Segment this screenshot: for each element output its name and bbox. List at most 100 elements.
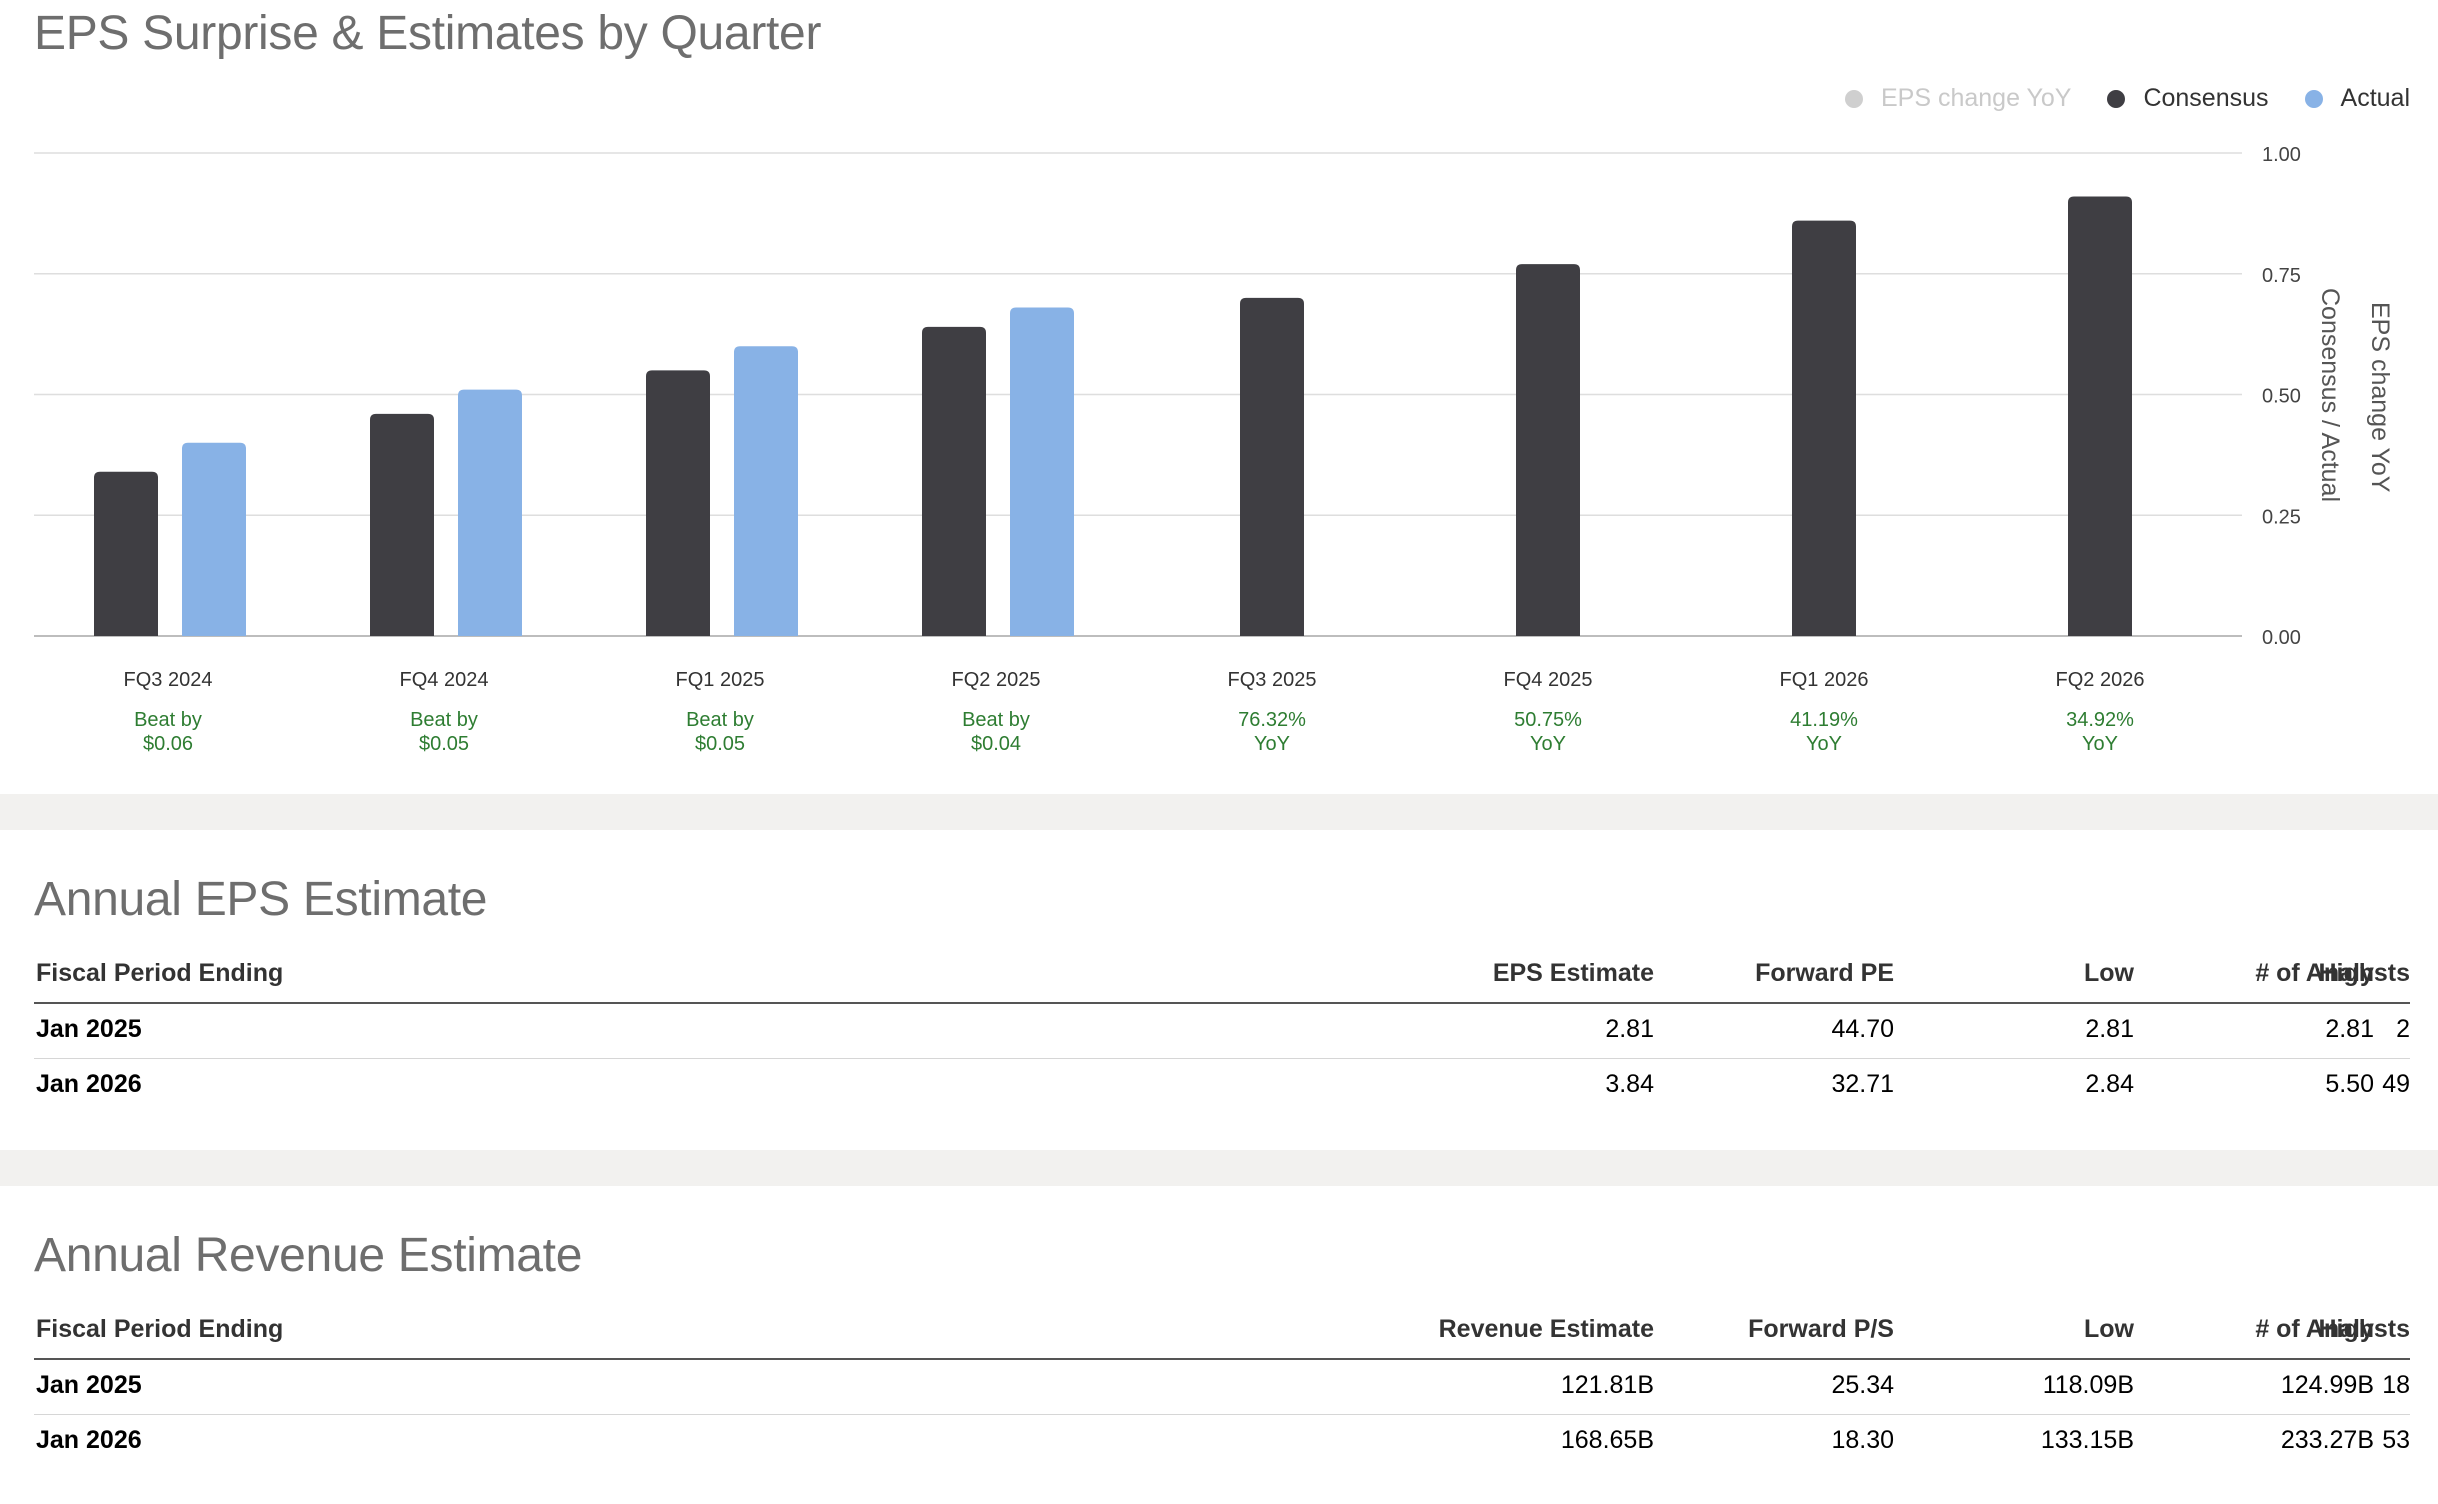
x-tick-label: FQ2 2025 xyxy=(952,669,1041,691)
header-low[interactable]: Low xyxy=(2084,1315,2134,1343)
header-high[interactable]: High xyxy=(2318,1315,2374,1343)
table-row: Jan 2026 3.84 32.71 2.84 5.50 49 xyxy=(34,1059,2410,1113)
x-tick-label: FQ1 2025 xyxy=(676,669,765,691)
header-revenue-estimate[interactable]: Revenue Estimate xyxy=(1438,1315,1654,1343)
bar-annotation: YoY xyxy=(2082,733,2118,755)
bar-annotation: YoY xyxy=(1254,733,1290,755)
bar-consensus[interactable] xyxy=(1792,220,1856,636)
row-forward-pe: 44.70 xyxy=(1831,1015,1894,1043)
header-high[interactable]: High xyxy=(2318,959,2374,987)
header-low[interactable]: Low xyxy=(2084,959,2134,987)
header-fiscal-period[interactable]: Fiscal Period Ending xyxy=(36,1315,284,1343)
row-high: 124.99B xyxy=(2280,1371,2374,1399)
y-tick-label: 0.75 xyxy=(2262,265,2301,287)
x-tick-label: FQ3 2024 xyxy=(124,669,213,691)
bar-annotation: Beat by xyxy=(410,709,478,731)
legend-item-consensus[interactable]: Consensus xyxy=(2107,84,2269,113)
section-divider xyxy=(0,1150,2438,1186)
y-axis-right-label: Consensus / Actual xyxy=(2316,288,2344,502)
table-header: Fiscal Period Ending EPS Estimate Forwar… xyxy=(34,948,2410,1004)
row-forward-ps: 25.34 xyxy=(1831,1371,1894,1399)
x-tick-label: FQ2 2026 xyxy=(2056,669,2145,691)
x-tick-label: FQ1 2026 xyxy=(1780,669,1869,691)
bar-annotation: 41.19% xyxy=(1790,709,1858,731)
table-row: Jan 2025 121.81B 25.34 118.09B 124.99B 1… xyxy=(34,1360,2410,1415)
row-period: Jan 2026 xyxy=(36,1070,142,1098)
eps-chart-section: EPS Surprise & Estimates by Quarter EPS … xyxy=(34,7,2410,755)
bar-annotation: $0.06 xyxy=(143,733,193,755)
bar-annotation: $0.05 xyxy=(695,733,745,755)
row-revenue-estimate: 168.65B xyxy=(1560,1426,1654,1454)
bar-annotation: Beat by xyxy=(962,709,1030,731)
row-analysts: 18 xyxy=(2382,1371,2410,1399)
row-analysts: 53 xyxy=(2382,1426,2410,1454)
row-high: 2.81 xyxy=(2325,1015,2374,1043)
legend-label: Actual xyxy=(2340,84,2410,112)
x-tick-label: FQ3 2025 xyxy=(1228,669,1317,691)
table-row: Jan 2026 168.65B 18.30 133.15B 233.27B 5… xyxy=(34,1415,2410,1469)
row-low: 118.09B xyxy=(2042,1371,2134,1399)
bar-consensus[interactable] xyxy=(94,471,158,636)
bar-consensus[interactable] xyxy=(2068,196,2132,636)
legend-item-eps-change[interactable]: EPS change YoY xyxy=(1844,84,2072,113)
bar-actual[interactable] xyxy=(1010,307,1074,636)
row-period: Jan 2025 xyxy=(36,1015,142,1043)
y-tick-label: 0.00 xyxy=(2262,627,2301,649)
y-axis-far-right-label: EPS change YoY xyxy=(2366,302,2394,493)
bar-annotation: Beat by xyxy=(134,709,202,731)
row-high: 5.50 xyxy=(2325,1070,2374,1098)
row-analysts: 2 xyxy=(2396,1015,2410,1043)
row-forward-pe: 32.71 xyxy=(1831,1070,1894,1098)
row-high: 233.27B xyxy=(2280,1426,2374,1454)
table-header: Fiscal Period Ending Revenue Estimate Fo… xyxy=(34,1304,2410,1360)
bar-annotation: YoY xyxy=(1806,733,1842,755)
annual-revenue-section: Annual Revenue Estimate Fiscal Period En… xyxy=(0,1186,2438,1504)
y-tick-label: 0.50 xyxy=(2262,386,2301,408)
bar-annotation: Beat by xyxy=(686,709,754,731)
bar-actual[interactable] xyxy=(182,442,246,636)
eps-chart-title: EPS Surprise & Estimates by Quarter xyxy=(34,7,822,60)
header-forward-ps[interactable]: Forward P/S xyxy=(1748,1315,1894,1343)
section-divider xyxy=(0,794,2438,830)
row-revenue-estimate: 121.81B xyxy=(1560,1371,1654,1399)
bar-consensus[interactable] xyxy=(646,370,710,636)
header-analysts[interactable]: # of Analysts xyxy=(2255,1315,2410,1343)
header-eps-estimate[interactable]: EPS Estimate xyxy=(1492,959,1654,987)
bar-consensus[interactable] xyxy=(1516,264,1580,636)
annual-eps-section: Annual EPS Estimate Fiscal Period Ending… xyxy=(0,830,2438,1150)
row-period: Jan 2025 xyxy=(36,1371,142,1399)
annual-revenue-table: Fiscal Period Ending Revenue Estimate Fo… xyxy=(34,1304,2410,1469)
legend-label: EPS change YoY xyxy=(1880,84,2072,112)
row-eps-estimate: 3.84 xyxy=(1605,1070,1654,1098)
legend-item-actual[interactable]: Actual xyxy=(2304,84,2410,113)
bar-actual[interactable] xyxy=(734,346,798,636)
row-analysts: 49 xyxy=(2382,1070,2410,1098)
legend-dot-icon xyxy=(2304,89,2323,108)
row-low: 2.81 xyxy=(2085,1015,2134,1043)
legend-label: Consensus xyxy=(2143,84,2269,112)
y-tick-label: 1.00 xyxy=(2262,144,2301,166)
annual-eps-title: Annual EPS Estimate xyxy=(34,873,488,926)
header-fiscal-period[interactable]: Fiscal Period Ending xyxy=(36,959,284,987)
bar-annotation: YoY xyxy=(1530,733,1566,755)
legend-dot-icon xyxy=(1844,89,1863,108)
chart-legend: EPS change YoY Consensus Actual xyxy=(1809,84,2410,113)
row-forward-ps: 18.30 xyxy=(1831,1426,1894,1454)
x-tick-label: FQ4 2025 xyxy=(1504,669,1593,691)
table-row: Jan 2025 2.81 44.70 2.81 2.81 2 xyxy=(34,1004,2410,1059)
header-analysts[interactable]: # of Analysts xyxy=(2255,959,2410,987)
bar-annotation: 50.75% xyxy=(1514,709,1582,731)
bar-consensus[interactable] xyxy=(1240,297,1304,636)
header-forward-pe[interactable]: Forward PE xyxy=(1755,959,1894,987)
legend-dot-icon xyxy=(2107,89,2126,108)
bar-annotation: 76.32% xyxy=(1238,709,1306,731)
annual-revenue-title: Annual Revenue Estimate xyxy=(34,1229,583,1282)
annual-eps-table: Fiscal Period Ending EPS Estimate Forwar… xyxy=(34,948,2410,1113)
bar-consensus[interactable] xyxy=(922,326,986,636)
bar-annotation: 34.92% xyxy=(2066,709,2134,731)
bar-consensus[interactable] xyxy=(370,413,434,636)
bar-actual[interactable] xyxy=(458,389,522,636)
x-tick-label: FQ4 2024 xyxy=(400,669,489,691)
y-tick-label: 0.25 xyxy=(2262,506,2301,528)
